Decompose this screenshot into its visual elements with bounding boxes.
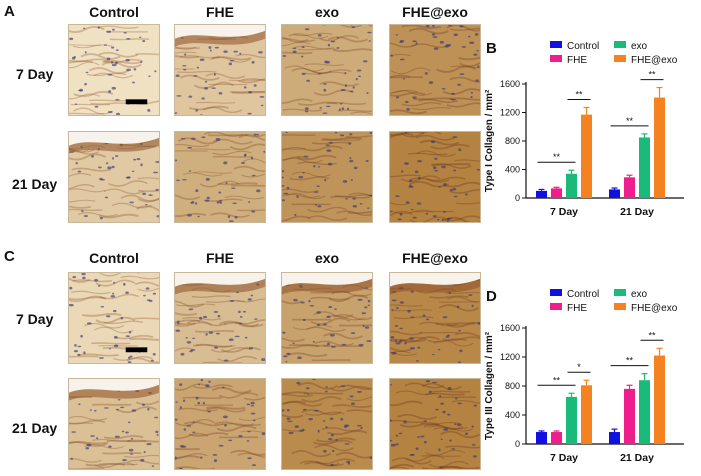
bar-fhe-21day (624, 388, 635, 444)
x-tick-label: 7 Day (550, 206, 578, 218)
bar-fhe-exo-21day (654, 97, 665, 198)
legend-label-exo: exo (631, 289, 648, 300)
column-header-fhe: FHE (206, 250, 234, 266)
column-header-control: Control (89, 250, 139, 266)
bar-exo-7day (566, 173, 577, 198)
y-tick-label: 800 (505, 381, 520, 391)
micrograph-c-control-21day (68, 378, 160, 470)
row-label-21day: 21 Day (12, 420, 58, 436)
bar-fhe-21day (624, 177, 635, 198)
significance-label: ** (553, 152, 561, 162)
micrograph-c-control-7day (68, 272, 160, 364)
row-label-7day: 7 Day (16, 66, 54, 82)
micrograph-a-fhe-7day (174, 24, 266, 116)
bar-control-7day (536, 432, 547, 444)
column-header-exo: exo (314, 4, 340, 20)
panel-letter-d: D (486, 288, 497, 305)
legend-swatch-exo (614, 41, 626, 48)
micrograph-c-fhe-7day (174, 272, 266, 364)
panel-letter-a: A (4, 3, 15, 20)
column-header-control: Control (89, 4, 139, 20)
bar-fhe-exo-7day (581, 385, 592, 444)
bar-control-21day (609, 432, 620, 444)
x-tick-label: 7 Day (550, 452, 578, 464)
bar-fhe-exo-7day (581, 114, 592, 198)
scale-bar (125, 347, 148, 353)
significance-label: ** (626, 356, 634, 366)
column-header-exo: exo (314, 250, 340, 266)
legend-label-control: Control (567, 289, 599, 300)
legend-swatch-exo (614, 289, 626, 296)
y-tick-label: 1600 (500, 323, 520, 333)
column-header-fhe-exo: FHE@exo (402, 250, 468, 266)
legend-label-control: Control (567, 41, 599, 52)
significance-label: ** (575, 90, 583, 100)
micrograph-a-fhe-exo-7day (389, 24, 481, 116)
bar-chart-type-i-collagen: Control exo FHE FHE@exo 0 400 800 1200 1600 Type … (484, 41, 684, 218)
y-tick-label: 1600 (500, 79, 520, 89)
bar-exo-21day (639, 380, 650, 444)
significance-label: ** (648, 70, 656, 80)
micrograph-c-exo-21day (281, 378, 373, 470)
legend-label-fhe-exo: FHE@exo (631, 55, 678, 66)
legend-label-fhe: FHE (567, 303, 587, 314)
legend-label-fhe-exo: FHE@exo (631, 303, 678, 314)
y-tick-label: 400 (505, 165, 520, 175)
legend-swatch-fhe (550, 55, 562, 62)
y-axis-label: Type III Collagen / mm² (484, 331, 495, 440)
y-axis-label: Type I Collagen / mm² (484, 89, 495, 192)
micrograph-a-exo-7day (281, 24, 373, 116)
x-tick-label: 21 Day (620, 452, 654, 464)
significance-label: ** (553, 375, 561, 385)
micrograph-a-exo-21day (281, 131, 373, 223)
bar-chart-type-iii-collagen: Control exo FHE FHE@exo 0 400 800 1200 1600 Type … (484, 289, 684, 464)
row-label-7day: 7 Day (16, 311, 54, 327)
legend-swatch-fhe-exo (614, 55, 626, 62)
legend-swatch-fhe (550, 303, 562, 310)
micrograph-c-exo-7day (281, 272, 373, 364)
micrograph-a-control-21day (68, 131, 160, 223)
legend-label-exo: exo (631, 41, 648, 52)
micrograph-a-fhe-21day (174, 131, 266, 223)
legend-swatch-fhe-exo (614, 303, 626, 310)
bar-fhe-7day (551, 188, 562, 198)
y-tick-label: 800 (505, 136, 520, 146)
bar-fhe-exo-21day (654, 355, 665, 444)
y-tick-label: 0 (515, 439, 520, 449)
bar-control-21day (609, 189, 620, 198)
bar-control-7day (536, 190, 547, 198)
micrograph-a-fhe-exo-21day (389, 131, 481, 223)
y-tick-label: 1200 (500, 108, 520, 118)
micrograph-c-fhe-21day (174, 378, 266, 470)
micrograph-c-fhe-exo-21day (389, 378, 481, 470)
legend-label-fhe: FHE (567, 55, 587, 66)
bar-exo-21day (639, 137, 650, 198)
scale-bar (125, 99, 148, 105)
micrograph-a-control-7day (68, 24, 160, 116)
y-tick-label: 400 (505, 410, 520, 420)
significance-label: ** (648, 330, 656, 340)
micrograph-c-fhe-exo-7day (389, 272, 481, 364)
y-tick-label: 0 (515, 193, 520, 203)
significance-label: * (577, 362, 581, 372)
column-header-fhe-exo: FHE@exo (402, 4, 468, 20)
legend-swatch-control (550, 41, 562, 48)
significance-label: ** (626, 116, 634, 126)
legend-swatch-control (550, 289, 562, 296)
panel-letter-c: C (4, 248, 15, 265)
row-label-21day: 21 Day (12, 176, 58, 192)
x-tick-label: 21 Day (620, 206, 654, 218)
bar-exo-7day (566, 396, 577, 444)
y-tick-label: 1200 (500, 352, 520, 362)
column-header-fhe: FHE (206, 4, 234, 20)
panel-letter-b: B (486, 40, 497, 57)
bar-fhe-7day (551, 432, 562, 444)
